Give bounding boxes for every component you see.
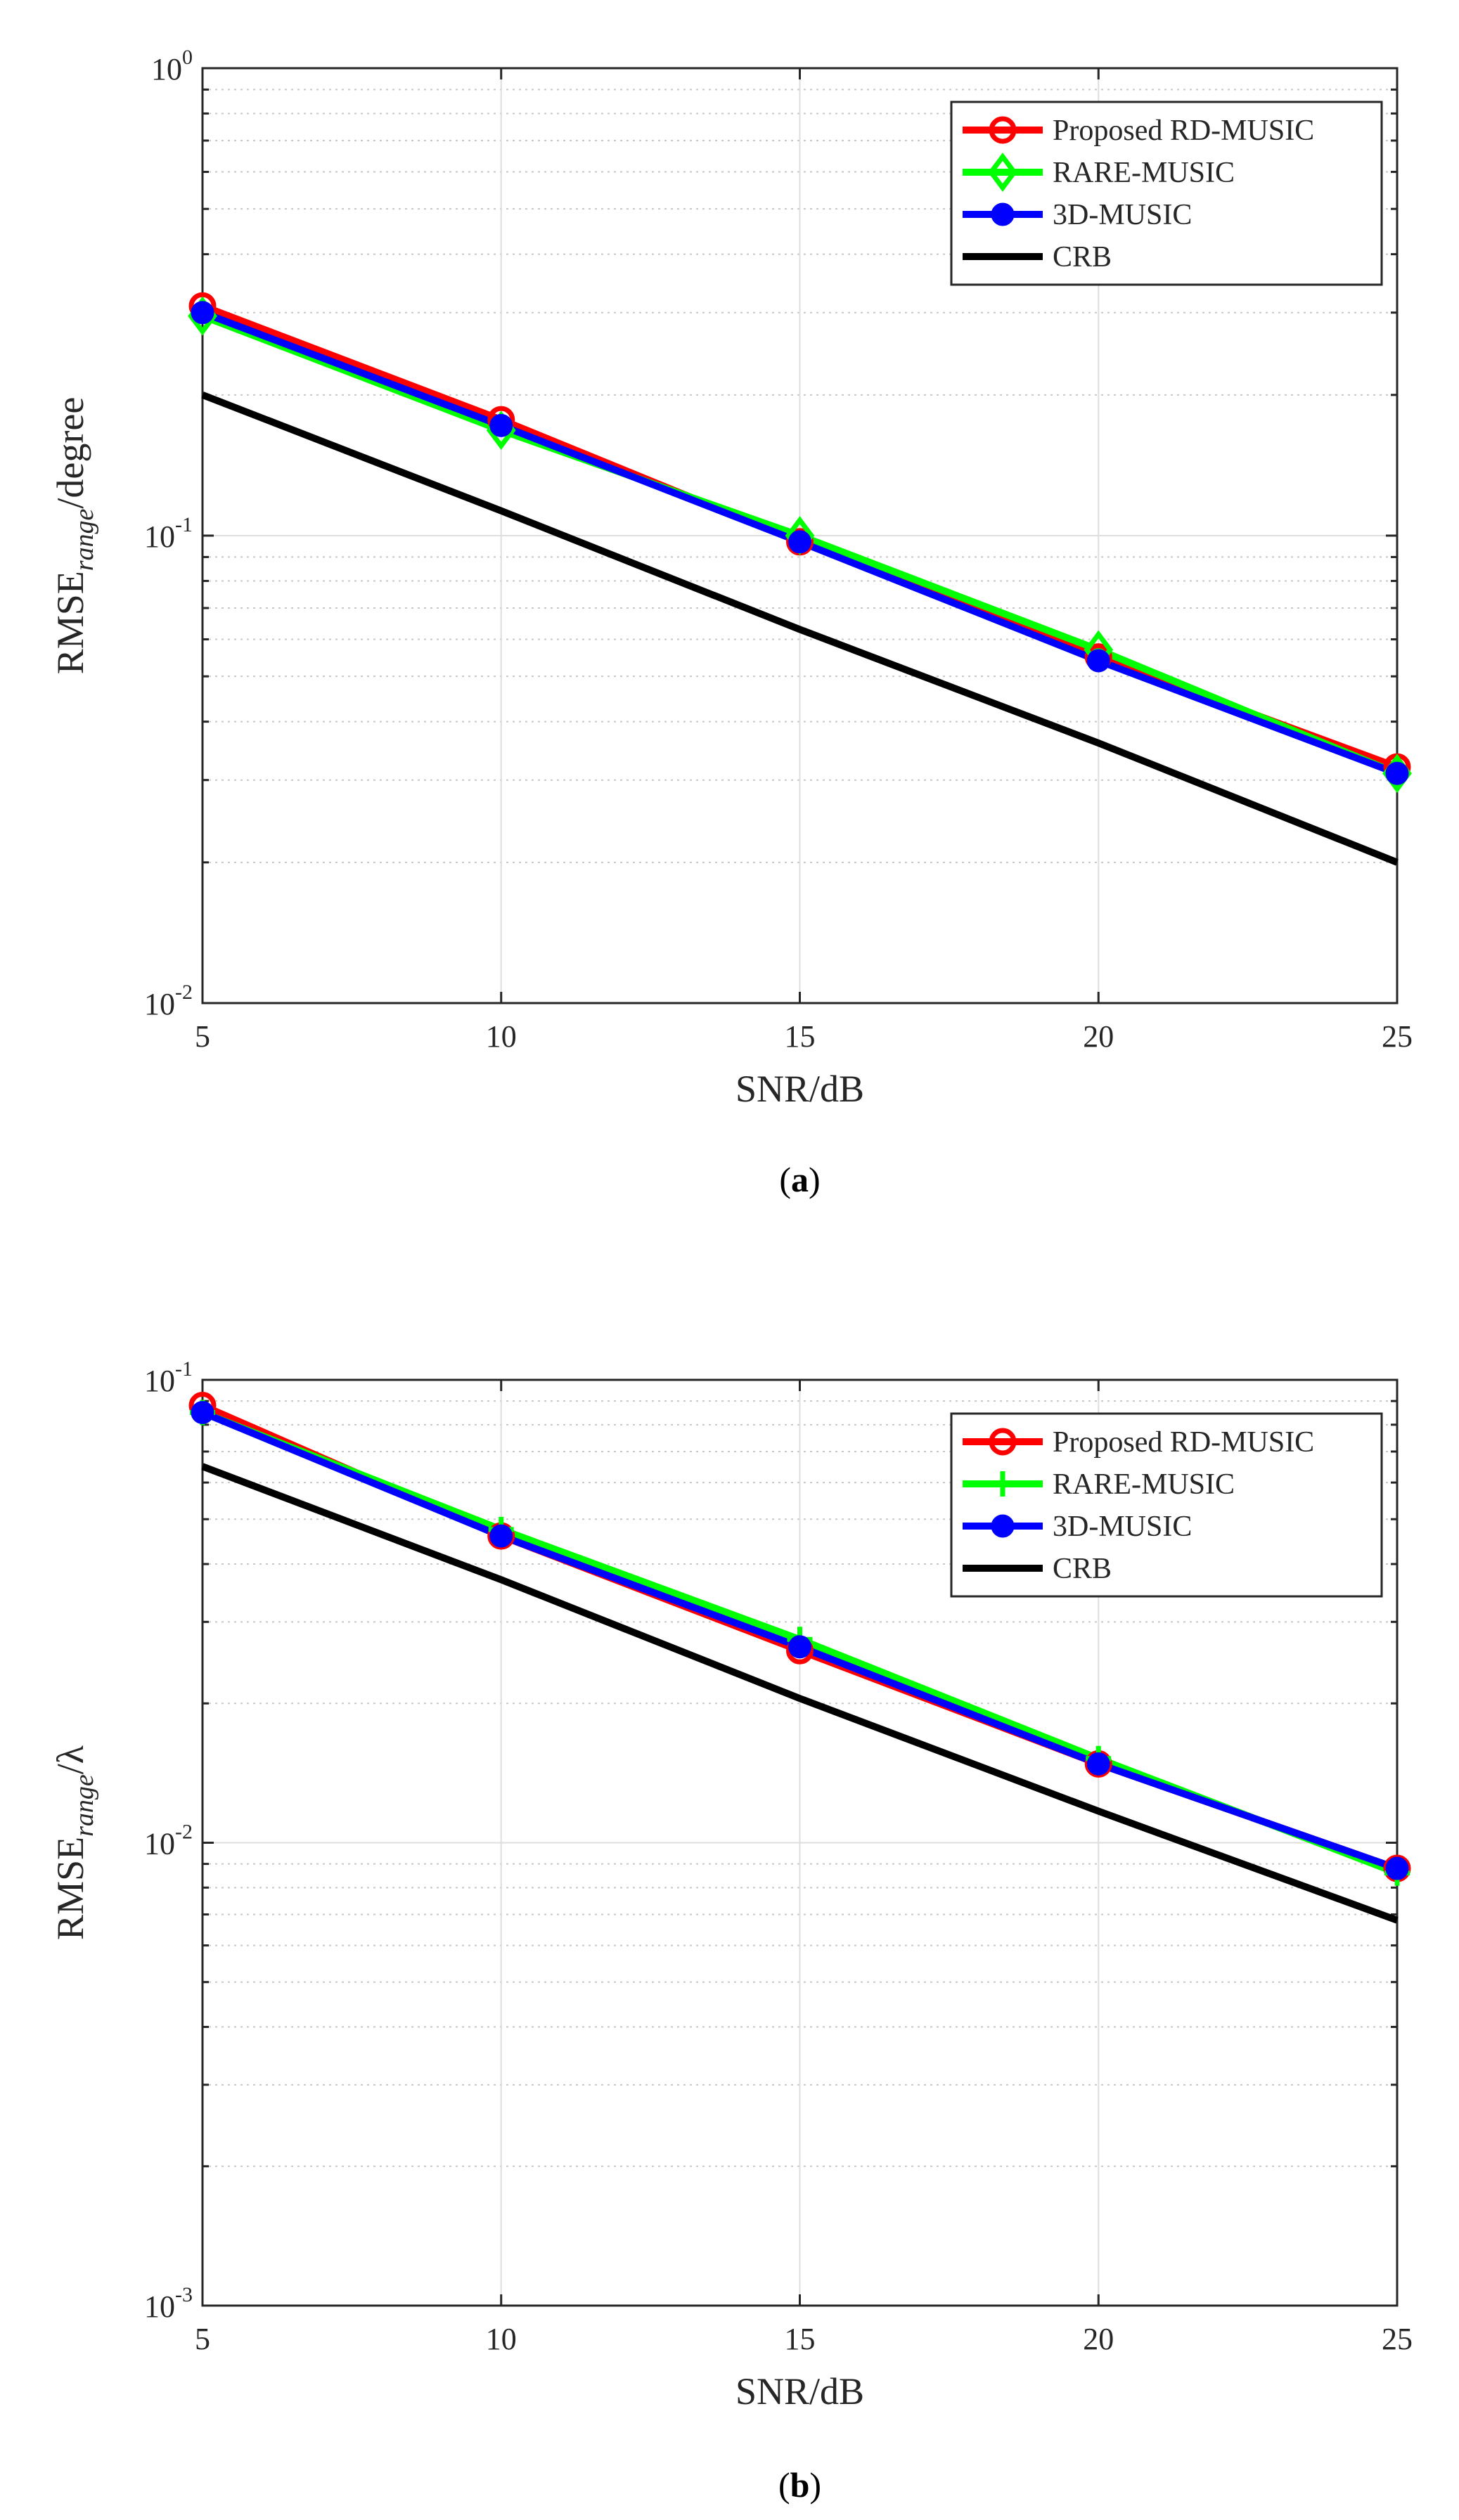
y-tick-label: 10-1 [144, 513, 193, 554]
x-tick-label: 20 [1083, 1019, 1114, 1054]
y-axis-label: RMSErange/λ [49, 1745, 99, 1940]
chart-b: 5 10 15 20 25 10-1 10-2 10-3 SNR/dB RMSErange/λ Pr… [49, 1357, 1413, 2505]
legend-label: 3D-MUSIC [1053, 1511, 1192, 1543]
y-tick-label: 10-3 [144, 2283, 193, 2324]
x-tick-label: 25 [1382, 1019, 1413, 1054]
legend-marker-proposed-rd-music [989, 116, 1017, 144]
x-tick-label: 5 [195, 2322, 210, 2356]
x-axis-label: SNR/dB [735, 1068, 864, 1110]
legend-label: Proposed RD-MUSIC [1053, 115, 1314, 147]
x-tick-label: 25 [1382, 2322, 1413, 2356]
y-tick-label: 100 [151, 46, 193, 86]
legend-label: CRB [1053, 241, 1112, 273]
legend: Proposed RD-MUSIC RARE-MUSIC 3D-MUSIC CRB [950, 101, 1383, 286]
x-tick-label: 15 [785, 1019, 816, 1054]
data-point-3d-music [1385, 761, 1409, 785]
x-tick-label: 10 [486, 1019, 517, 1054]
legend-label: RARE-MUSIC [1053, 157, 1235, 189]
x-tick-label: 20 [1083, 2322, 1114, 2356]
legend-marker-3d-music [991, 1514, 1015, 1538]
series-group [188, 1392, 1411, 1924]
ticks [201, 1378, 1399, 2307]
caption: (b) [778, 2465, 821, 2505]
chart-a: 5 10 15 20 25 100 10-1 10-2 SNR/dB RMSErange/degr… [49, 46, 1413, 1199]
y-tick-label: 10-2 [144, 981, 193, 1021]
x-tick-label: 10 [486, 2322, 517, 2356]
x-tick-label: 15 [785, 2322, 816, 2356]
y-tick-label: 10-2 [144, 1821, 193, 1861]
data-point-3d-music [191, 301, 214, 325]
series-line-crb [201, 1463, 1399, 1924]
legend: Proposed RD-MUSIC RARE-MUSIC 3D-MUSIC CRB [950, 1412, 1383, 1598]
data-point-3d-music [1385, 1856, 1409, 1880]
legend-label: Proposed RD-MUSIC [1053, 1426, 1314, 1459]
data-point-3d-music [788, 530, 811, 554]
ticks [201, 67, 1399, 1004]
legend-label: RARE-MUSIC [1053, 1468, 1235, 1501]
legend-marker-rare-music [988, 153, 1017, 192]
legend-marker-3d-music [991, 202, 1015, 226]
series-group [188, 292, 1412, 866]
data-point-3d-music [788, 1635, 811, 1659]
data-point-3d-music [1086, 1752, 1110, 1776]
y-tick-label: 10-1 [144, 1357, 193, 1398]
x-axis-label: SNR/dB [735, 2370, 864, 2412]
legend-marker-proposed-rd-music [989, 1428, 1017, 1456]
data-point-3d-music [1086, 649, 1110, 673]
data-point-3d-music [489, 413, 513, 437]
y-axis-label: RMSErange/degree [49, 397, 99, 675]
data-point-3d-music [191, 1400, 214, 1424]
series-line-crb [201, 392, 1399, 866]
data-point-3d-music [489, 1524, 513, 1548]
legend-label: 3D-MUSIC [1053, 199, 1192, 231]
caption: (a) [779, 1160, 820, 1199]
legend-marker-rare-music [990, 1471, 1015, 1497]
legend-label: CRB [1053, 1553, 1112, 1585]
x-tick-label: 5 [195, 1019, 210, 1054]
